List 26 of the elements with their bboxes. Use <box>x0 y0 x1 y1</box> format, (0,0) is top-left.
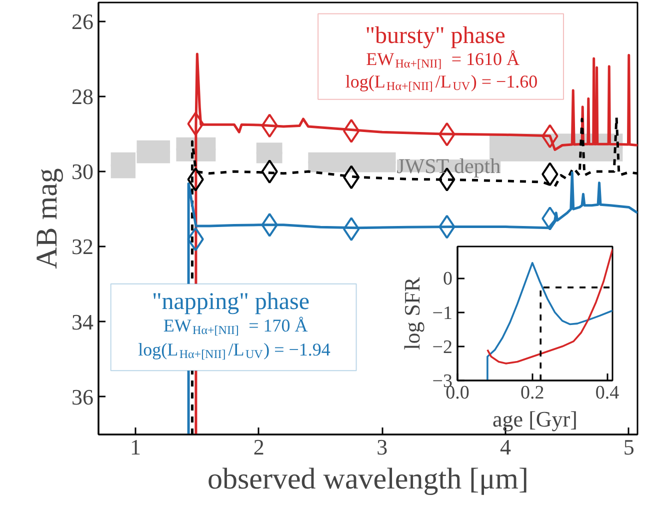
x-axis-title: observed wavelength [μm] <box>208 462 528 496</box>
y-axis-title: log SFR <box>399 276 424 350</box>
annotation: "napping" phase <box>152 288 310 315</box>
x-tick-label: 3 <box>376 434 388 460</box>
line-series <box>486 248 612 364</box>
y-tick-label: 30 <box>72 159 94 184</box>
y-tick-label: 0 <box>443 268 452 290</box>
y-tick-label: 34 <box>72 309 94 334</box>
y-tick-label: 28 <box>72 84 94 109</box>
point <box>542 206 558 230</box>
series-label: JWST depth <box>396 154 502 178</box>
y-tick-label: −2 <box>432 336 453 358</box>
y-tick-label: 26 <box>72 8 94 34</box>
x-axis-title: age [Gyr] <box>492 406 578 432</box>
y-tick-label: −1 <box>432 302 453 324</box>
annotation: "bursty" phase <box>365 22 506 49</box>
y-axis-title: AB mag <box>30 168 64 269</box>
x-tick-label: 0.2 <box>520 382 544 404</box>
y-tick-label: 32 <box>72 234 94 260</box>
line-series <box>486 262 612 380</box>
x-tick-label: 4 <box>500 434 512 460</box>
x-tick-label: 1 <box>130 434 141 460</box>
x-tick-label: 0.4 <box>595 382 620 404</box>
y-tick-label: 36 <box>72 384 94 410</box>
x-tick-label: 5 <box>623 434 634 460</box>
x-tick-label: 2 <box>253 434 264 460</box>
